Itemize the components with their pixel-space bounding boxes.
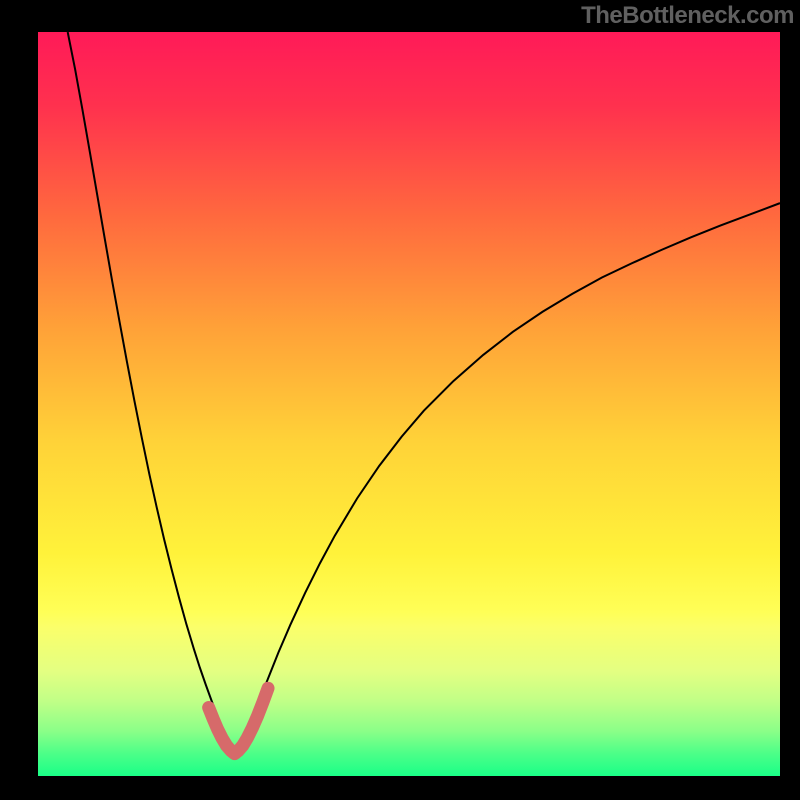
plot-area (38, 32, 780, 776)
curve-layer (38, 32, 780, 776)
curve-left-branch (68, 32, 235, 754)
min-marker (209, 688, 268, 753)
curve-right-branch (235, 203, 780, 754)
watermark-text: TheBottleneck.com (581, 2, 794, 30)
